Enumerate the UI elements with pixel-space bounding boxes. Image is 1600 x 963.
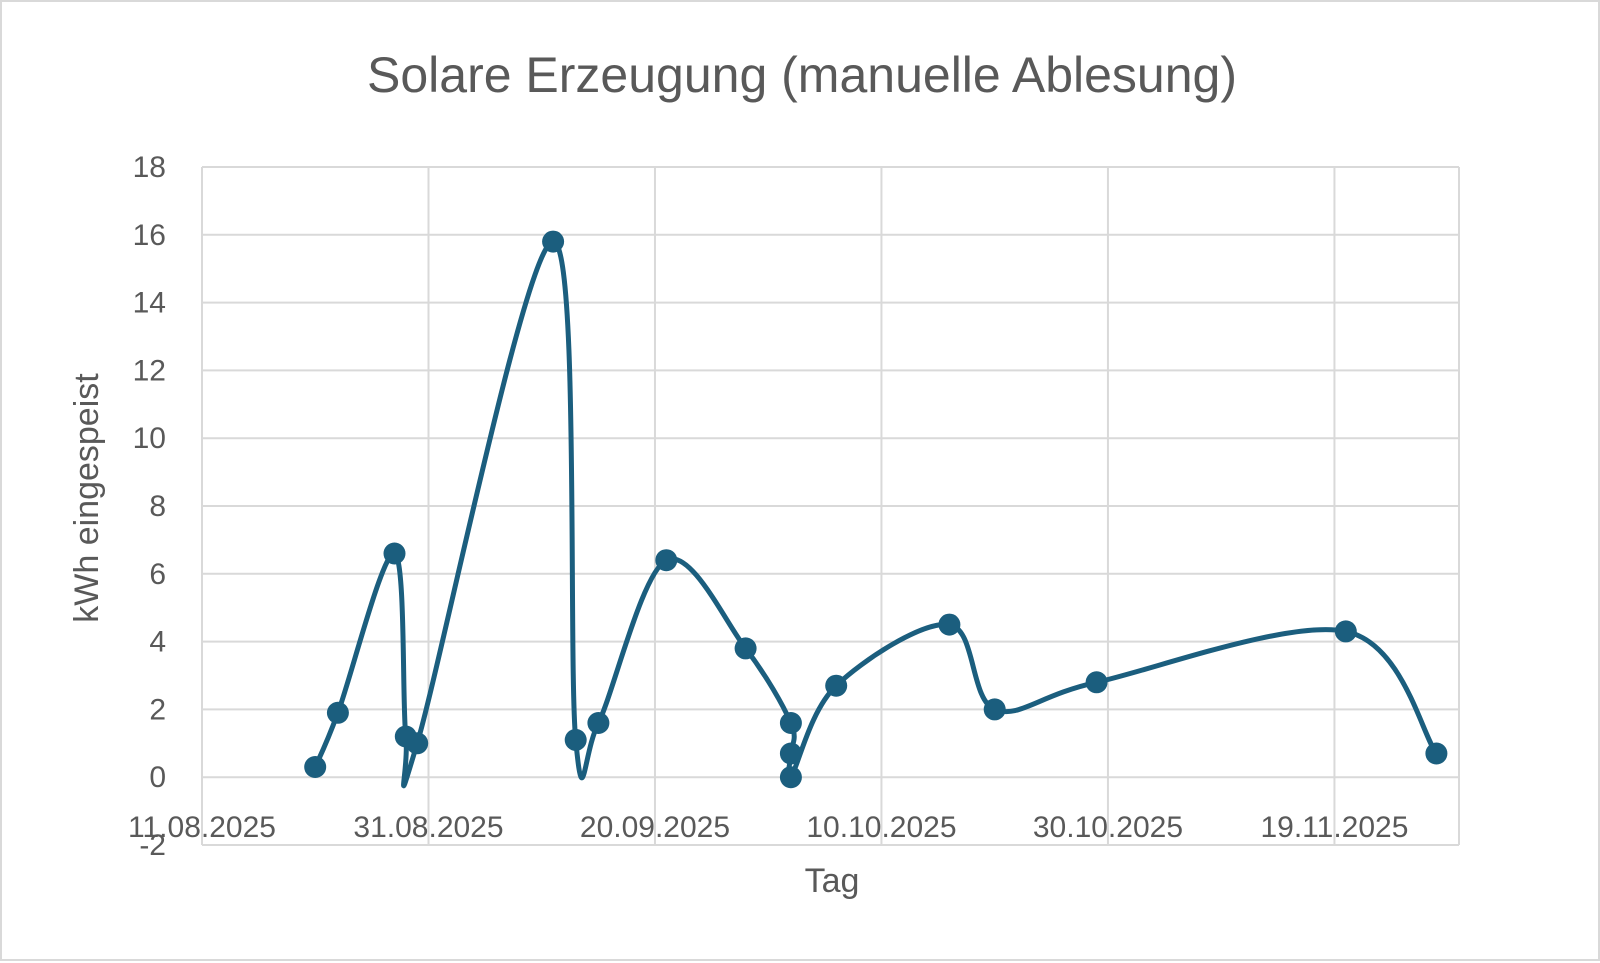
data-point [779,742,802,765]
y-tick-label: -2 [139,829,166,862]
data-point [655,549,678,572]
series-line [312,239,1439,789]
y-axis-title: kWh eingespeist [68,373,106,623]
series-group [304,230,1448,789]
x-tick-label: 19.11.2025 [1260,811,1408,844]
y-axis-ticks: -2 0 2 4 6 8 10 12 14 16 18 [133,151,166,862]
data-point [542,230,565,253]
y-tick-label: 2 [149,693,166,726]
data-point [383,542,406,565]
x-tick-label: 20.09.2025 [580,811,730,844]
data-point [304,756,327,778]
data-point [825,674,848,697]
y-tick-label: 6 [149,558,166,591]
x-tick-label: 11.08.2025 [128,811,276,844]
data-point [734,637,757,660]
y-tick-label: 12 [133,354,166,387]
data-point [1085,671,1108,694]
y-tick-label: 18 [133,151,166,184]
y-tick-label: 10 [133,422,166,455]
chart-title: Solare Erzeugung (manuelle Ablesung) [367,47,1237,103]
x-axis-ticks: 11.08.2025 31.08.2025 20.09.2025 10.10.2025… [128,811,1408,844]
data-point [326,701,349,724]
data-point [587,712,610,734]
data-point [938,613,961,636]
data-point [779,766,802,789]
gridlines [201,166,1460,846]
y-tick-label: 0 [149,761,166,794]
data-point [564,728,587,751]
y-tick-label: 8 [149,490,166,523]
x-tick-label: 10.10.2025 [806,811,956,844]
y-tick-label: 16 [133,219,166,252]
data-point [983,698,1006,721]
data-point [1334,620,1357,643]
data-point [779,712,802,734]
y-tick-label: 14 [133,287,166,320]
y-tick-label: 4 [149,626,166,659]
x-tick-label: 31.08.2025 [353,811,503,844]
x-axis-title: Tag [805,862,860,900]
data-point [406,732,429,755]
x-tick-label: 30.10.2025 [1033,811,1183,844]
data-point [1425,742,1448,765]
